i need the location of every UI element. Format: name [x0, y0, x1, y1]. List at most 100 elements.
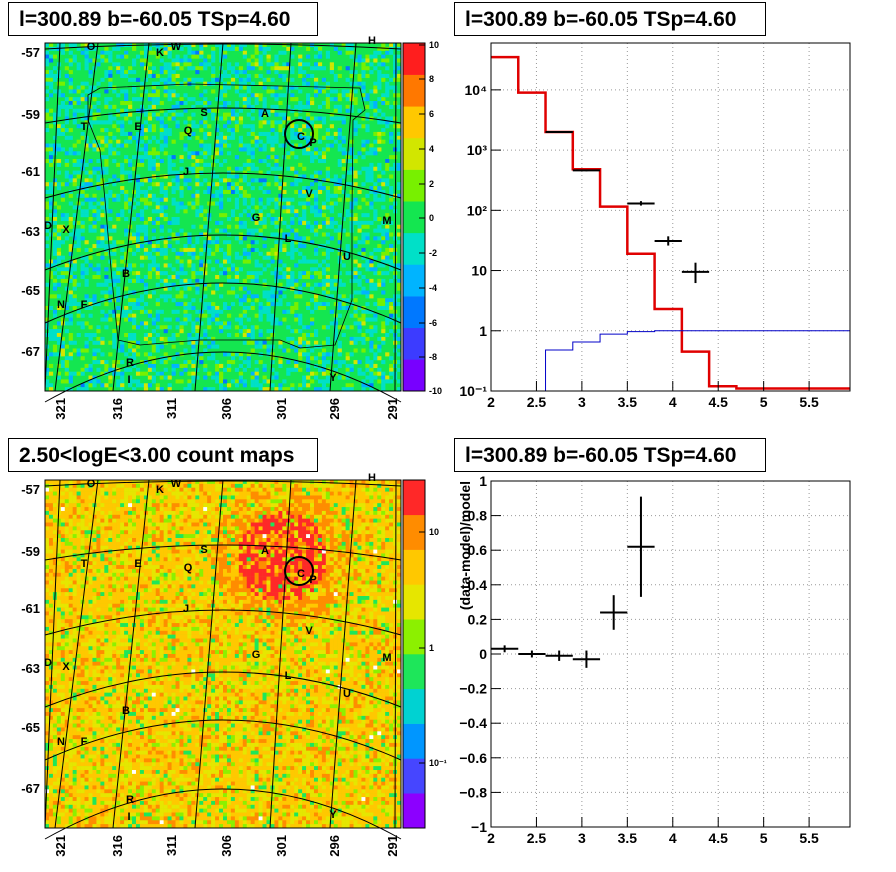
countmap-cell — [88, 480, 93, 485]
tsmap-cell — [84, 213, 89, 218]
tsmap-cell — [313, 247, 319, 252]
tsmap-cell — [203, 282, 208, 287]
countmap-cell — [56, 638, 62, 643]
tsmap-cell — [385, 247, 390, 252]
tsmap-cell — [48, 387, 54, 392]
tsmap-cell — [290, 247, 295, 252]
tsmap-cell — [274, 371, 279, 376]
countmap-cell — [45, 572, 50, 577]
countmap-cell — [88, 770, 93, 775]
tsmap-cell — [302, 62, 307, 67]
tsmap-cell — [258, 317, 263, 322]
countmap-cell — [72, 483, 77, 488]
tsmap-cell — [80, 348, 85, 353]
tsmap-cell — [211, 317, 216, 322]
countmap-cell — [88, 669, 93, 674]
tsmap-cell — [104, 58, 109, 63]
tsmap-cell — [215, 201, 220, 206]
tsmap-cell — [155, 101, 160, 106]
tsmap-cell — [135, 178, 141, 183]
countmap-cell — [96, 646, 101, 651]
tsmap-cell — [353, 244, 358, 249]
tsmap-cell — [72, 182, 77, 187]
tsmap-cell — [365, 97, 370, 102]
tsmap-cell — [246, 58, 251, 63]
countmap-cell — [76, 572, 81, 577]
countmap-cell — [68, 681, 73, 686]
tsmap-cell — [171, 336, 176, 341]
countmap-cell — [76, 762, 81, 767]
countmap-cell — [88, 650, 93, 655]
tsmap-cell — [397, 162, 402, 167]
tsmap-cell — [68, 89, 73, 94]
tsmap-cell — [108, 236, 113, 241]
tsmap-cell — [171, 81, 176, 86]
tsmap-cell — [60, 217, 65, 222]
tsmap-cell — [45, 54, 50, 59]
tsmap-cell — [321, 387, 327, 392]
countmap-cell — [56, 565, 62, 570]
countmap-cell — [92, 704, 97, 709]
tsmap-cell — [298, 104, 303, 109]
tsmap-cell — [128, 77, 133, 82]
tsmap-cell — [151, 329, 156, 334]
tsmap-cell — [124, 93, 129, 98]
tsmap-cell — [357, 240, 362, 245]
tsmap-cell — [151, 236, 156, 241]
tsmap-cell — [365, 263, 370, 268]
tsmap-cell — [84, 54, 89, 59]
countmap-cell — [76, 758, 81, 763]
tsmap-cell — [302, 124, 307, 129]
tsmap-cell — [266, 182, 271, 187]
tsmap-cell — [88, 333, 93, 338]
tsmap-cell — [325, 275, 330, 280]
tsmap-cell — [333, 367, 338, 372]
countmap-cell — [45, 626, 50, 631]
tsmap-cell — [290, 329, 295, 334]
tsmap-cell — [163, 143, 168, 148]
tsmap-cell — [175, 205, 180, 210]
tsmap-cell — [195, 193, 200, 198]
tsmap-cell — [183, 247, 188, 252]
tsmap-cell — [104, 367, 109, 372]
tsmap-cell — [147, 251, 152, 256]
tsmap-cell — [341, 116, 346, 121]
countmap-cell — [64, 619, 69, 624]
tsmap-cell — [135, 189, 141, 194]
tsmap-cell — [175, 217, 180, 222]
tsmap-cell — [179, 131, 184, 136]
tsmap-cell — [68, 375, 73, 380]
tsmap-cell — [337, 375, 342, 380]
tsmap-cell — [381, 131, 386, 136]
countmap-cell — [52, 615, 58, 620]
countmap-cell — [96, 677, 101, 682]
tsmap-cell — [132, 166, 137, 171]
tsmap-cell — [274, 294, 279, 299]
countmap-cell — [80, 789, 85, 794]
countmap-cell — [56, 781, 62, 786]
tsmap-cell — [226, 81, 232, 86]
countmap-cell — [68, 797, 73, 802]
tsmap-cell — [155, 244, 160, 249]
countmap-cell — [72, 715, 77, 720]
tsmap-cell — [333, 228, 338, 233]
tsmap-cell — [195, 201, 200, 206]
tsmap-cell — [116, 348, 121, 353]
countmap-cell — [92, 665, 97, 670]
tsmap-cell — [393, 66, 398, 71]
tsmap-cell — [373, 151, 378, 156]
tsmap-cell — [397, 224, 402, 229]
countmap-cell — [68, 688, 73, 693]
tsmap-cell — [116, 108, 121, 113]
countmap-cell — [92, 654, 97, 659]
tsmap-cell — [317, 352, 323, 357]
countmap-cell — [52, 576, 58, 581]
tsmap-cell — [397, 387, 402, 392]
countmap-cell — [84, 588, 89, 593]
tsmap-cell — [48, 147, 54, 152]
tsmap-cell — [329, 205, 334, 210]
tsmap-cell — [223, 189, 228, 194]
countmap-cell — [56, 634, 62, 639]
tsmap-cell — [361, 147, 366, 152]
tsmap-cell — [171, 232, 176, 237]
